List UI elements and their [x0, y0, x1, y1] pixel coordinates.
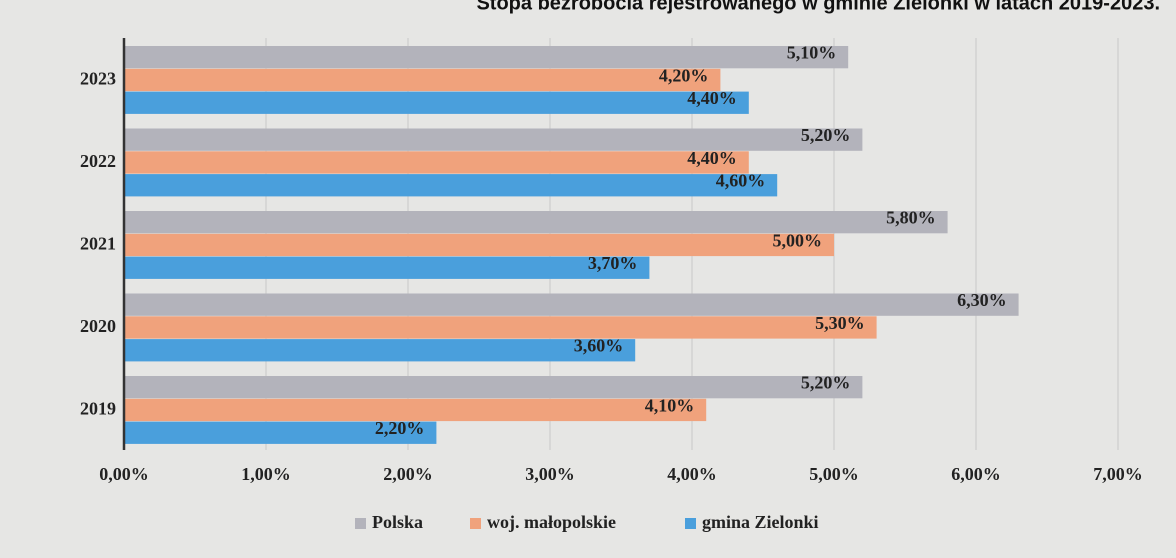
- bar: [124, 91, 749, 114]
- bar: [124, 128, 863, 151]
- bar: [124, 256, 650, 279]
- legend-label: Polska: [372, 512, 423, 532]
- legend-swatch: [685, 518, 696, 529]
- bar: [124, 211, 948, 234]
- y-tick-label: 2022: [80, 151, 116, 171]
- data-label: 4,40%: [687, 148, 737, 168]
- x-tick-label: 3,00%: [525, 464, 575, 484]
- bar: [124, 46, 849, 69]
- y-tick-label: 2020: [80, 316, 116, 336]
- bar: [124, 376, 863, 399]
- x-tick-label: 4,00%: [667, 464, 717, 484]
- data-label: 5,00%: [773, 230, 823, 250]
- data-label: 3,70%: [588, 253, 638, 273]
- data-label: 2,20%: [375, 418, 425, 438]
- legend-label: woj. małopolskie: [487, 512, 616, 532]
- bar: [124, 398, 707, 422]
- data-label: 5,20%: [801, 125, 851, 145]
- y-tick-label: 2023: [80, 68, 116, 88]
- data-label: 5,30%: [815, 313, 865, 333]
- data-label: 4,20%: [659, 65, 709, 85]
- bar: [124, 316, 877, 339]
- bar: [124, 174, 778, 197]
- x-tick-label: 6,00%: [951, 464, 1001, 484]
- bar: [124, 233, 834, 257]
- data-label: 6,30%: [957, 290, 1007, 310]
- data-label: 4,60%: [716, 171, 766, 191]
- y-tick-label: 2021: [80, 233, 116, 253]
- data-label: 4,40%: [687, 88, 737, 108]
- bar: [124, 151, 749, 174]
- legend-label: gmina Zielonki: [702, 512, 819, 532]
- bar: [124, 68, 721, 92]
- x-tick-label: 1,00%: [241, 464, 291, 484]
- data-label: 5,80%: [886, 208, 936, 228]
- legend-swatch: [355, 518, 366, 529]
- y-tick-label: 2019: [80, 398, 116, 418]
- chart-title: Stopa bezrobocia rejestrowanego w gminie…: [476, 0, 1160, 14]
- bar: [124, 421, 437, 444]
- x-tick-label: 2,00%: [383, 464, 433, 484]
- legend-swatch: [470, 518, 481, 529]
- bar: [124, 339, 636, 362]
- x-tick-label: 7,00%: [1093, 464, 1143, 484]
- data-label: 5,20%: [801, 373, 851, 393]
- x-tick-label: 0,00%: [99, 464, 149, 484]
- data-label: 4,10%: [645, 395, 695, 415]
- data-label: 3,60%: [574, 336, 624, 356]
- x-tick-label: 5,00%: [809, 464, 859, 484]
- bar: [124, 293, 1019, 316]
- data-label: 5,10%: [787, 43, 837, 63]
